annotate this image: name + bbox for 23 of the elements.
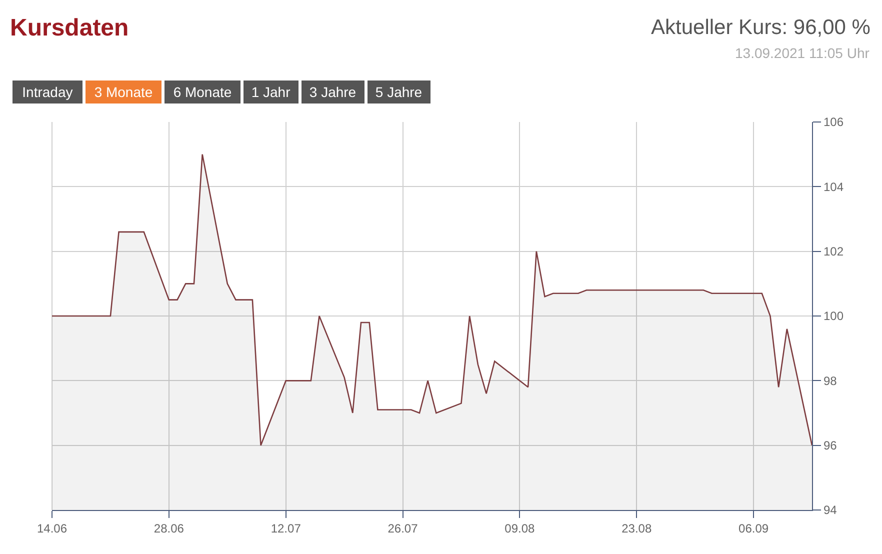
y-tick-label: 96	[824, 438, 838, 453]
text: 6 Monate	[173, 84, 232, 100]
x-tick-label: 06.09	[738, 522, 769, 536]
text: 3 Monate	[94, 84, 153, 100]
chart-subtitle: Aktueller Kurs: 96,00 %	[651, 16, 870, 39]
text: 5 Jahre	[375, 84, 422, 100]
text: Intraday	[22, 84, 73, 100]
x-tick-label: 12.07	[270, 522, 302, 536]
x-tick-label: 09.08	[504, 522, 536, 536]
x-tick-label: 26.07	[388, 522, 418, 536]
y-tick-label: 106	[824, 115, 844, 130]
x-tick-label: 14.06	[36, 522, 68, 536]
text: 3 Jahre	[309, 84, 356, 100]
text: 13.09.2021 11:05 Uhr	[735, 45, 870, 61]
x-tick-label: 23.08	[622, 522, 652, 536]
y-tick-label: 104	[824, 180, 844, 194]
y-tick-label: 98	[824, 374, 838, 388]
y-tick-label: 100	[824, 309, 844, 324]
x-tick-label: 28.06	[154, 522, 184, 536]
y-tick-label: 102	[824, 244, 844, 259]
text: 1 Jahr	[251, 84, 291, 100]
y-tick-label: 94	[824, 503, 838, 518]
chart-title: Kursdaten	[10, 14, 129, 42]
